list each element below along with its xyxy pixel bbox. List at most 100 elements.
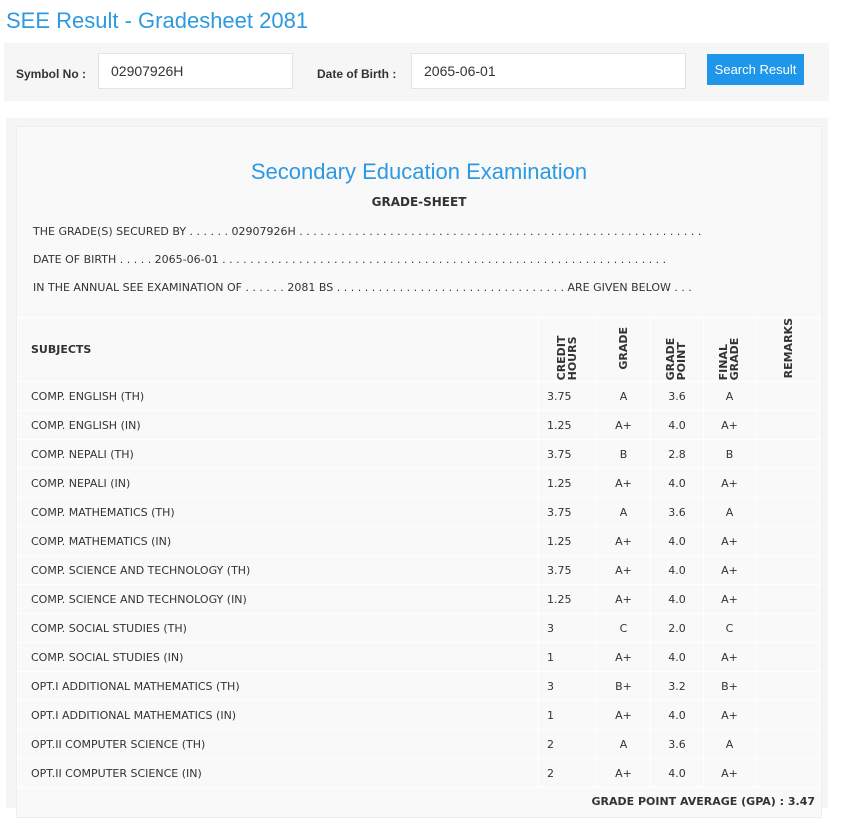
grade-cell: A+ bbox=[596, 468, 651, 499]
header-subjects: SUBJECTS bbox=[17, 316, 539, 383]
grade-point-cell: 2.0 bbox=[650, 613, 704, 644]
remarks-cell bbox=[755, 642, 821, 673]
credit-hours-cell: 1.25 bbox=[538, 468, 597, 499]
grade-cell: A bbox=[596, 729, 651, 760]
remarks-cell bbox=[755, 555, 821, 586]
remarks-cell bbox=[755, 468, 821, 499]
header-credit-hours: CREDIT HOURS bbox=[554, 335, 579, 380]
symbol-label: Symbol No : bbox=[16, 67, 87, 81]
grade-cell: A+ bbox=[596, 410, 651, 441]
credit-hours-cell: 1 bbox=[538, 642, 597, 673]
grade-cell: A+ bbox=[596, 642, 651, 673]
subject-cell: COMP. ENGLISH (TH) bbox=[17, 381, 539, 412]
grade-point-cell: 4.0 bbox=[650, 468, 704, 499]
grade-point-cell: 4.0 bbox=[650, 642, 704, 673]
final-grade-cell: C bbox=[703, 613, 756, 644]
dob-input[interactable] bbox=[411, 53, 686, 89]
grade-cell: C bbox=[596, 613, 651, 644]
credit-hours-cell: 3 bbox=[538, 613, 597, 644]
table-row: COMP. NEPALI (IN) 1.25 A+ 4.0 A+ bbox=[17, 468, 821, 499]
symbol-input[interactable] bbox=[98, 53, 293, 89]
table-row: OPT.I ADDITIONAL MATHEMATICS (IN) 1 A+ 4.0 A… bbox=[17, 700, 821, 731]
header-remarks: REMARKS bbox=[781, 318, 795, 379]
credit-hours-cell: 1 bbox=[538, 700, 597, 731]
final-grade-cell: A+ bbox=[703, 410, 756, 441]
table-row: COMP. MATHEMATICS (TH) 3.75 A 3.6 A bbox=[17, 497, 821, 528]
table-row: COMP. SCIENCE AND TECHNOLOGY (IN) 1.25 A+ 4… bbox=[17, 584, 821, 615]
subject-cell: COMP. SOCIAL STUDIES (TH) bbox=[17, 613, 539, 644]
credit-hours-cell: 3.75 bbox=[538, 497, 597, 528]
grade-sheet: Secondary Education Examination GRADE-SH… bbox=[16, 126, 822, 818]
table-row: COMP. ENGLISH (IN) 1.25 A+ 4.0 A+ bbox=[17, 410, 821, 441]
table-row: COMP. SOCIAL STUDIES (IN) 1 A+ 4.0 A+ bbox=[17, 642, 821, 673]
table-row: COMP. SCIENCE AND TECHNOLOGY (TH) 3.75 A+ 4… bbox=[17, 555, 821, 586]
table-row: COMP. MATHEMATICS (IN) 1.25 A+ 4.0 A+ bbox=[17, 526, 821, 557]
page-title: SEE Result - Gradesheet 2081 bbox=[6, 8, 309, 33]
subject-cell: COMP. SCIENCE AND TECHNOLOGY (IN) bbox=[17, 584, 539, 615]
grade-cell: B bbox=[596, 439, 651, 470]
header-grade: GRADE bbox=[617, 326, 630, 370]
subject-cell: COMP. NEPALI (TH) bbox=[17, 439, 539, 470]
sheet-subheading: GRADE-SHEET bbox=[371, 195, 467, 209]
subject-cell: COMP. SCIENCE AND TECHNOLOGY (TH) bbox=[17, 555, 539, 586]
table-row: COMP. NEPALI (TH) 3.75 B 2.8 B bbox=[17, 439, 821, 470]
final-grade-cell: A+ bbox=[703, 555, 756, 586]
credit-hours-cell: 1.25 bbox=[538, 410, 597, 441]
grade-point-cell: 4.0 bbox=[650, 555, 704, 586]
sheet-heading: Secondary Education Examination bbox=[250, 159, 588, 184]
grade-cell: A+ bbox=[596, 700, 651, 731]
gpa: GRADE POINT AVERAGE (GPA) : 3.47 bbox=[591, 795, 815, 808]
final-grade-cell: A+ bbox=[703, 642, 756, 673]
grade-point-cell: 3.6 bbox=[650, 497, 704, 528]
table-row: OPT.II COMPUTER SCIENCE (IN) 2 A+ 4.0 A+ bbox=[17, 758, 821, 789]
grade-point-cell: 3.2 bbox=[650, 671, 704, 702]
grade-cell: A+ bbox=[596, 526, 651, 557]
grade-point-cell: 4.0 bbox=[650, 526, 704, 557]
table-row: COMP. ENGLISH (TH) 3.75 A 3.6 A bbox=[17, 381, 821, 412]
remarks-cell bbox=[755, 381, 821, 412]
remarks-cell bbox=[755, 613, 821, 644]
final-grade-cell: A bbox=[703, 729, 756, 760]
grade-point-cell: 2.8 bbox=[650, 439, 704, 470]
credit-hours-cell: 3.75 bbox=[538, 381, 597, 412]
remarks-cell bbox=[755, 497, 821, 528]
dob-line: DATE OF BIRTH . . . . . 2065-06-01 . . .… bbox=[33, 253, 667, 266]
grade-point-cell: 3.6 bbox=[650, 381, 704, 412]
final-grade-cell: A+ bbox=[703, 468, 756, 499]
credit-hours-cell: 2 bbox=[538, 758, 597, 789]
remarks-cell bbox=[755, 439, 821, 470]
subject-cell: OPT.I ADDITIONAL MATHEMATICS (IN) bbox=[17, 700, 539, 731]
search-result-button[interactable]: Search Result bbox=[707, 54, 804, 85]
grade-cell: A+ bbox=[596, 555, 651, 586]
remarks-cell bbox=[755, 729, 821, 760]
remarks-cell bbox=[755, 410, 821, 441]
grade-point-cell: 3.6 bbox=[650, 729, 704, 760]
final-grade-cell: A bbox=[703, 497, 756, 528]
credit-hours-cell: 1.25 bbox=[538, 526, 597, 557]
subject-cell: COMP. MATHEMATICS (IN) bbox=[17, 526, 539, 557]
grades-table: SUBJECTS CREDIT HOURS GRADE GRADE POINT … bbox=[17, 316, 821, 789]
credit-hours-cell: 2 bbox=[538, 729, 597, 760]
subject-cell: OPT.II COMPUTER SCIENCE (TH) bbox=[17, 729, 539, 760]
dob-label: Date of Birth : bbox=[317, 67, 397, 81]
credit-hours-cell: 3.75 bbox=[538, 439, 597, 470]
final-grade-cell: A bbox=[703, 381, 756, 412]
final-grade-cell: A+ bbox=[703, 758, 756, 789]
credit-hours-cell: 3 bbox=[538, 671, 597, 702]
subject-cell: COMP. MATHEMATICS (TH) bbox=[17, 497, 539, 528]
credit-hours-cell: 3.75 bbox=[538, 555, 597, 586]
remarks-cell bbox=[755, 700, 821, 731]
final-grade-cell: B bbox=[703, 439, 756, 470]
grade-point-cell: 4.0 bbox=[650, 758, 704, 789]
final-grade-cell: A+ bbox=[703, 584, 756, 615]
grade-cell: A+ bbox=[596, 584, 651, 615]
table-row: COMP. SOCIAL STUDIES (TH) 3 C 2.0 C bbox=[17, 613, 821, 644]
table-row: OPT.II COMPUTER SCIENCE (TH) 2 A 3.6 A bbox=[17, 729, 821, 760]
final-grade-cell: A+ bbox=[703, 526, 756, 557]
grade-cell: A bbox=[596, 381, 651, 412]
grade-cell: B+ bbox=[596, 671, 651, 702]
subject-cell: COMP. ENGLISH (IN) bbox=[17, 410, 539, 441]
exam-line: IN THE ANNUAL SEE EXAMINATION OF . . . .… bbox=[33, 281, 692, 294]
table-row: OPT.I ADDITIONAL MATHEMATICS (TH) 3 B+ 3.2 B… bbox=[17, 671, 821, 702]
grade-point-cell: 4.0 bbox=[650, 410, 704, 441]
